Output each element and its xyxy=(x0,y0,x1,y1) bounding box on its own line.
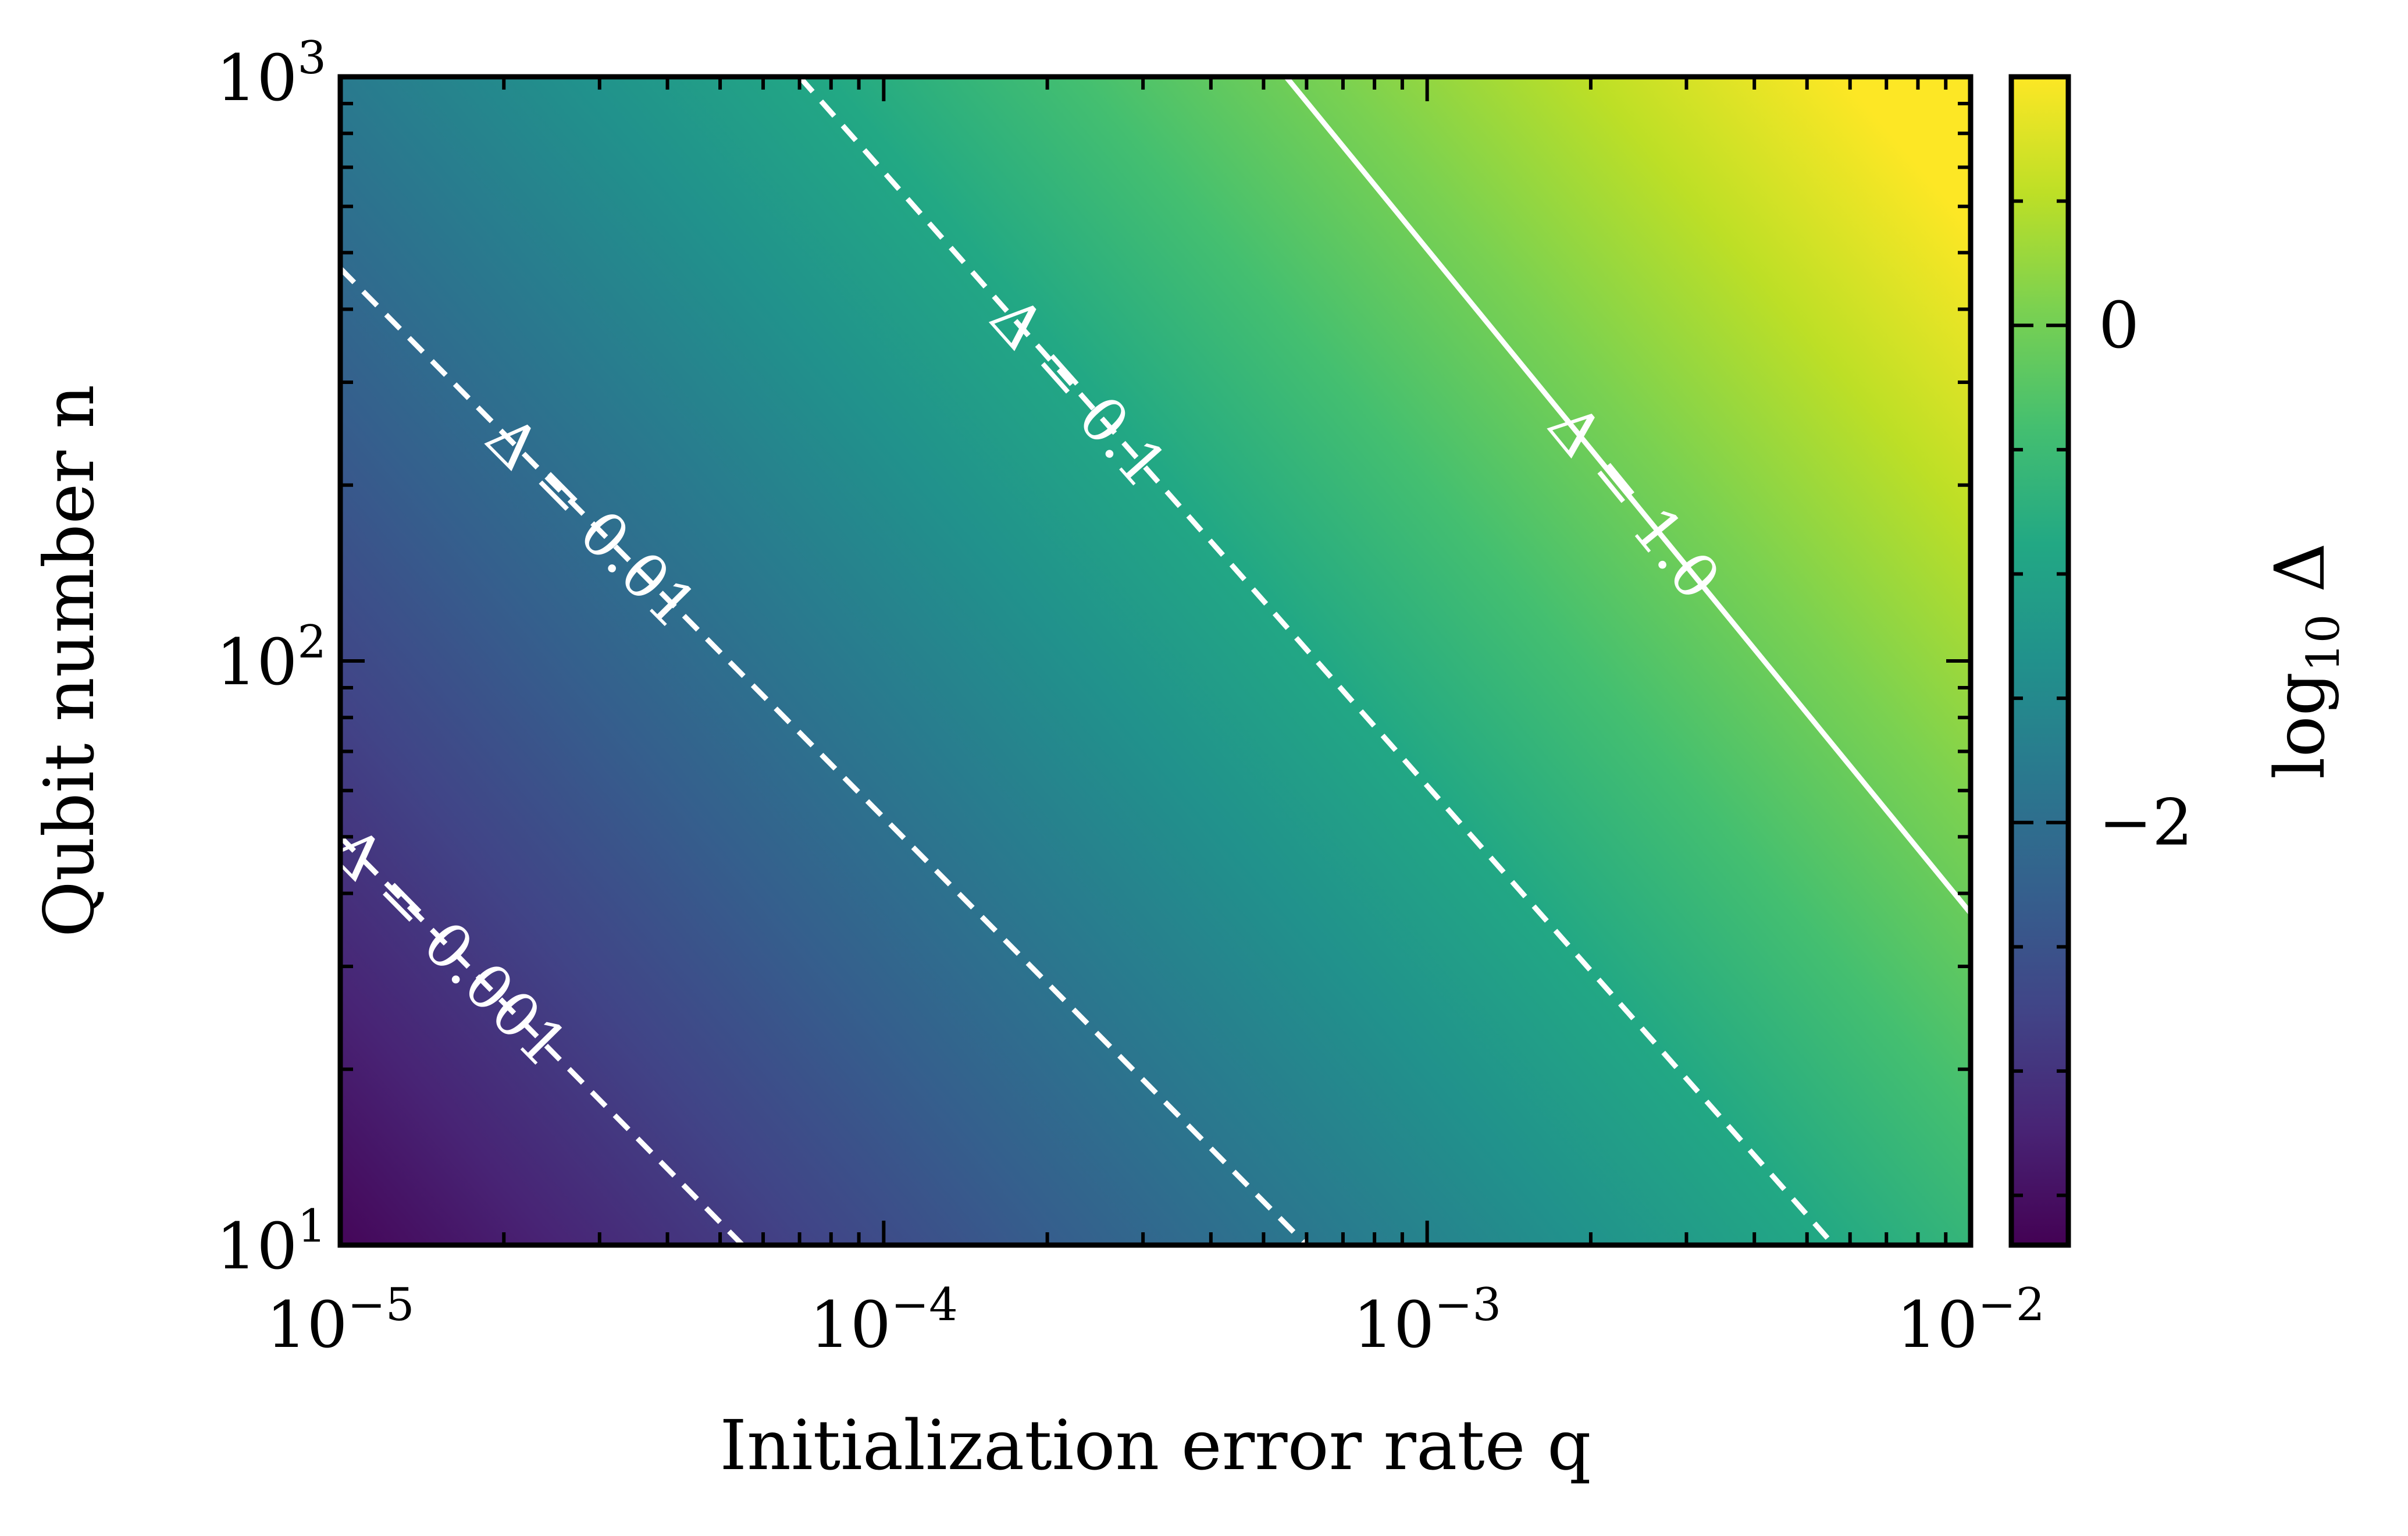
y-tick-label: 103 xyxy=(216,32,326,115)
y-axis-title: Qubit number n xyxy=(29,385,109,937)
colorbar-frame xyxy=(2008,74,2071,1248)
y-tick-label: 102 xyxy=(216,616,326,699)
colorbar-fill xyxy=(2011,77,2068,1245)
x-tick-label: 10−2 xyxy=(1897,1279,2045,1362)
x-axis-ticks: 10−5 10−4 10−3 10−2 xyxy=(266,77,2045,1362)
contour-line xyxy=(1284,77,1971,918)
colorbar: 0 −2 log10 Δ xyxy=(2008,74,2350,1248)
x-tick-label: 10−5 xyxy=(266,1279,415,1362)
colorbar-tick-label: 0 xyxy=(2099,288,2139,362)
x-tick-label: 10−3 xyxy=(1353,1279,1501,1362)
x-tick-label: 10−4 xyxy=(810,1279,958,1362)
y-axis-ticks: 101 102 103 xyxy=(216,32,1971,1283)
colorbar-title: log10 Δ xyxy=(2260,543,2350,779)
contour-line xyxy=(340,266,1309,1245)
y-tick-label: 101 xyxy=(216,1200,326,1283)
colorbar-ticks: 0 −2 xyxy=(2011,75,2193,1197)
x-axis-title: Initialization error rate q xyxy=(719,1405,1591,1485)
colorbar-tick-label: −2 xyxy=(2099,785,2193,860)
heatmap-fill xyxy=(340,77,1971,1245)
